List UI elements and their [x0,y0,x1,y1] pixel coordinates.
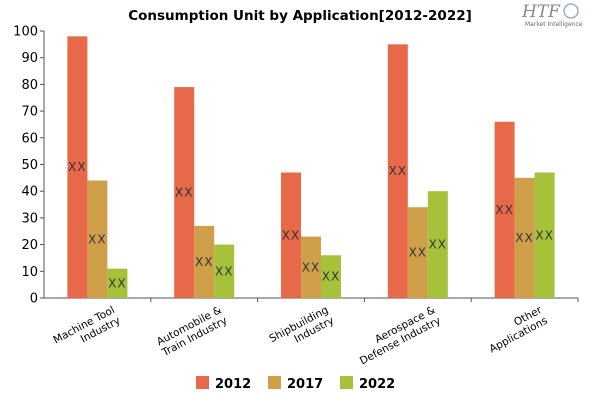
bar-data-label: XX [409,246,427,260]
legend-entry: 2022 [359,377,395,392]
bar [514,177,535,298]
bar [194,225,215,298]
y-tick-label: 50 [21,158,38,173]
legend-entry: 2012 [215,377,251,392]
y-tick-label: 20 [21,238,38,253]
category-label: Aerospace &Defense Industry [352,304,443,367]
y-tick-label: 0 [30,292,38,307]
category-label: OtherApplications [482,304,550,356]
bar-data-label: XX [495,203,513,217]
bar-data-label: XX [322,270,340,284]
bars [67,36,555,299]
bar-data-label: XX [302,260,320,274]
bar [107,268,128,298]
category-label: Automobile &Train Industry [154,304,229,359]
bar [407,207,428,298]
bar [321,255,341,298]
bar [281,172,301,298]
bar [174,87,195,298]
y-tick-label: 100 [13,25,38,40]
bar [494,121,515,298]
legend-swatch [196,376,209,389]
legend-entry: 2017 [287,377,323,392]
bar-data-label: XX [429,238,447,252]
bar-data-label: XX [215,264,233,278]
legend-swatch [340,376,353,389]
bar-data-label: XX [515,231,533,245]
bar [387,44,408,298]
y-tick-label: 80 [21,78,38,93]
bar [214,244,235,298]
axes: 0 10 20 30 40 50 60 70 80 90 100 [13,25,579,307]
logo-tagline: Market Intelligence [525,21,583,28]
bar-data-label: XX [108,276,126,290]
y-tick-label: 30 [21,211,38,226]
bar [534,172,555,298]
category-label: Machine ToolIndustry [51,304,122,357]
logo: HTF Market Intelligence [521,2,583,28]
logo-brand: HTF [521,2,561,22]
y-tick-label: 40 [21,185,38,200]
legend-swatch [268,376,281,389]
y-tick-label: 60 [21,131,38,146]
bar [427,191,448,298]
globe-icon [563,3,579,19]
category-labels: Machine ToolIndustry Automobile &Train In… [51,304,550,368]
legend: 2012 2017 2022 [196,376,395,392]
chart-title: Consumption Unit by Application[2012-202… [128,8,472,24]
bar-data-label: XX [195,255,213,269]
bar-data-label: XX [88,232,106,246]
category-label: ShipbuildingIndustry [267,304,336,356]
bar [67,36,88,299]
y-tick-label: 10 [21,265,38,280]
bar-data-label: XX [389,164,407,178]
y-tick-label: 90 [21,51,38,66]
bar-data-label: XX [282,228,300,242]
y-tick-label: 70 [21,105,38,120]
bar-data-label: XX [68,160,86,174]
bar [301,236,321,298]
bar-data-label: XX [535,228,553,242]
bar-data-label: XX [175,186,193,200]
bar [87,180,108,298]
